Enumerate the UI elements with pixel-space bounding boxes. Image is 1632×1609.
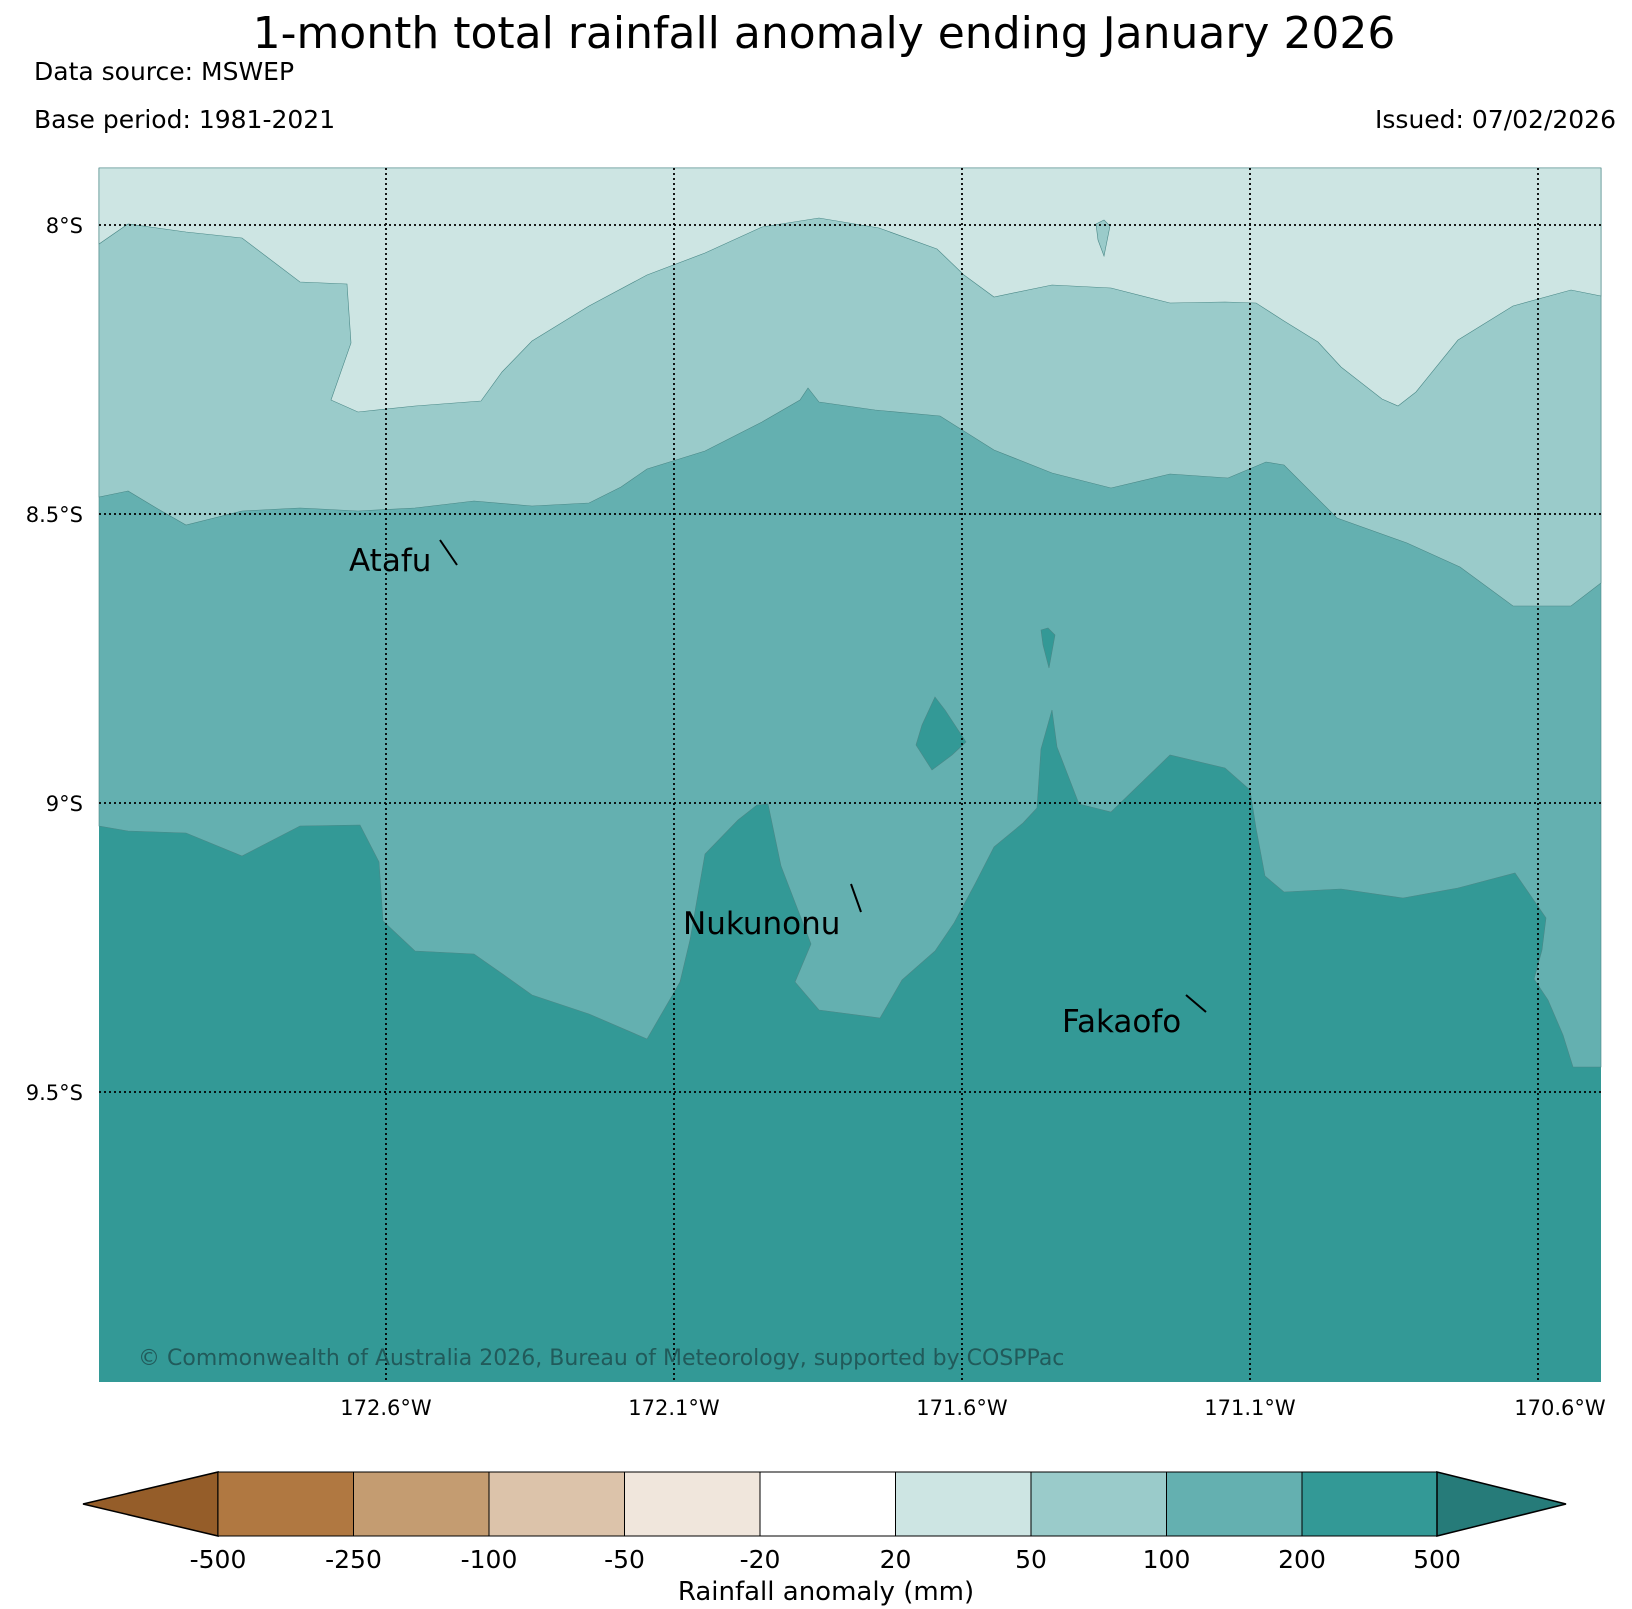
colorbar-legend: -500 -250 -100 -50 -20 20 50 100 200 500… bbox=[82, 1471, 1567, 1607]
colorbar-segment bbox=[1166, 1471, 1303, 1537]
colorbar-segment bbox=[353, 1471, 490, 1537]
colorbar-extend-high-arrow bbox=[1436, 1471, 1567, 1537]
place-label-nukunonu: Nukunonu bbox=[683, 906, 840, 942]
atafu-atoll-marker bbox=[439, 539, 458, 566]
colorbar-tick-label: 100 bbox=[1143, 1545, 1191, 1574]
base-period-label: Base period: 1981-2021 bbox=[34, 105, 335, 134]
colorbar-segment bbox=[624, 1471, 761, 1537]
lon-tick-label: 172.1°W bbox=[628, 1396, 720, 1420]
colorbar-tick-labels: -500 -250 -100 -50 -20 20 50 100 200 500 bbox=[190, 1545, 1461, 1574]
lat-gridlines bbox=[99, 224, 1601, 1093]
anomaly-blob-200-500 bbox=[1040, 627, 1056, 669]
lon-gridlines bbox=[385, 168, 1539, 1382]
anomaly-blob-20-50 bbox=[1095, 219, 1111, 258]
colorbar-tick-label: 20 bbox=[880, 1545, 912, 1574]
nukunonu-atoll-marker bbox=[850, 883, 862, 913]
lon-tick-label: 171.6°W bbox=[916, 1396, 1008, 1420]
colorbar-tick-label: -20 bbox=[740, 1545, 781, 1574]
copyright-credit: © Commonwealth of Australia 2026, Bureau… bbox=[138, 1346, 1064, 1371]
colorbar-segment bbox=[759, 1471, 896, 1537]
colorbar-tick-label: -100 bbox=[461, 1545, 518, 1574]
colorbar-segment bbox=[488, 1471, 625, 1537]
lon-tick-label: 172.6°W bbox=[340, 1396, 432, 1420]
colorbar-tick-label: 200 bbox=[1278, 1545, 1326, 1574]
anomaly-band-20-50 bbox=[98, 167, 1602, 413]
issued-date-label: Issued: 07/02/2026 bbox=[1375, 105, 1616, 134]
map-area: Atafu Nukunonu Fakaofo © Commonwealth of… bbox=[98, 167, 1602, 1382]
colorbar-segment bbox=[1030, 1471, 1167, 1537]
data-source-label: Data source: MSWEP bbox=[34, 57, 294, 86]
colorbar-title: Rainfall anomaly (mm) bbox=[678, 1577, 974, 1607]
colorbar-tick-label: 50 bbox=[1015, 1545, 1047, 1574]
place-label-atafu: Atafu bbox=[349, 543, 431, 579]
map-title: 1-month total rainfall anomaly ending Ja… bbox=[253, 8, 1396, 59]
colorbar-tick-label: -50 bbox=[604, 1545, 645, 1574]
lat-tick-label: 8.5°S bbox=[26, 503, 83, 527]
colorbar-segment bbox=[1301, 1471, 1438, 1537]
colorbar-tick-label: -500 bbox=[190, 1545, 247, 1574]
lat-tick-label: 9°S bbox=[46, 792, 83, 816]
lon-tick-labels: 172.6°W 172.1°W 171.6°W 171.1°W 170.6°W bbox=[340, 1396, 1606, 1420]
colorbar-extend-low-arrow bbox=[82, 1471, 219, 1537]
fakaofo-atoll-marker bbox=[1185, 994, 1207, 1013]
anomaly-blob-200-500 bbox=[915, 696, 967, 771]
lat-tick-label: 8°S bbox=[46, 214, 83, 238]
place-label-fakaofo: Fakaofo bbox=[1062, 1004, 1181, 1040]
lat-tick-labels: 8°S 8.5°S 9°S 9.5°S bbox=[26, 214, 83, 1105]
colorbar-segment bbox=[217, 1471, 354, 1537]
lon-tick-label: 171.1°W bbox=[1204, 1396, 1296, 1420]
colorbar-segment bbox=[895, 1471, 1032, 1537]
lon-tick-label: 170.6°W bbox=[1514, 1396, 1606, 1420]
colorbar-tick-label: -250 bbox=[325, 1545, 382, 1574]
lat-tick-label: 9.5°S bbox=[26, 1081, 83, 1105]
colorbar-tick-label: 500 bbox=[1413, 1545, 1461, 1574]
